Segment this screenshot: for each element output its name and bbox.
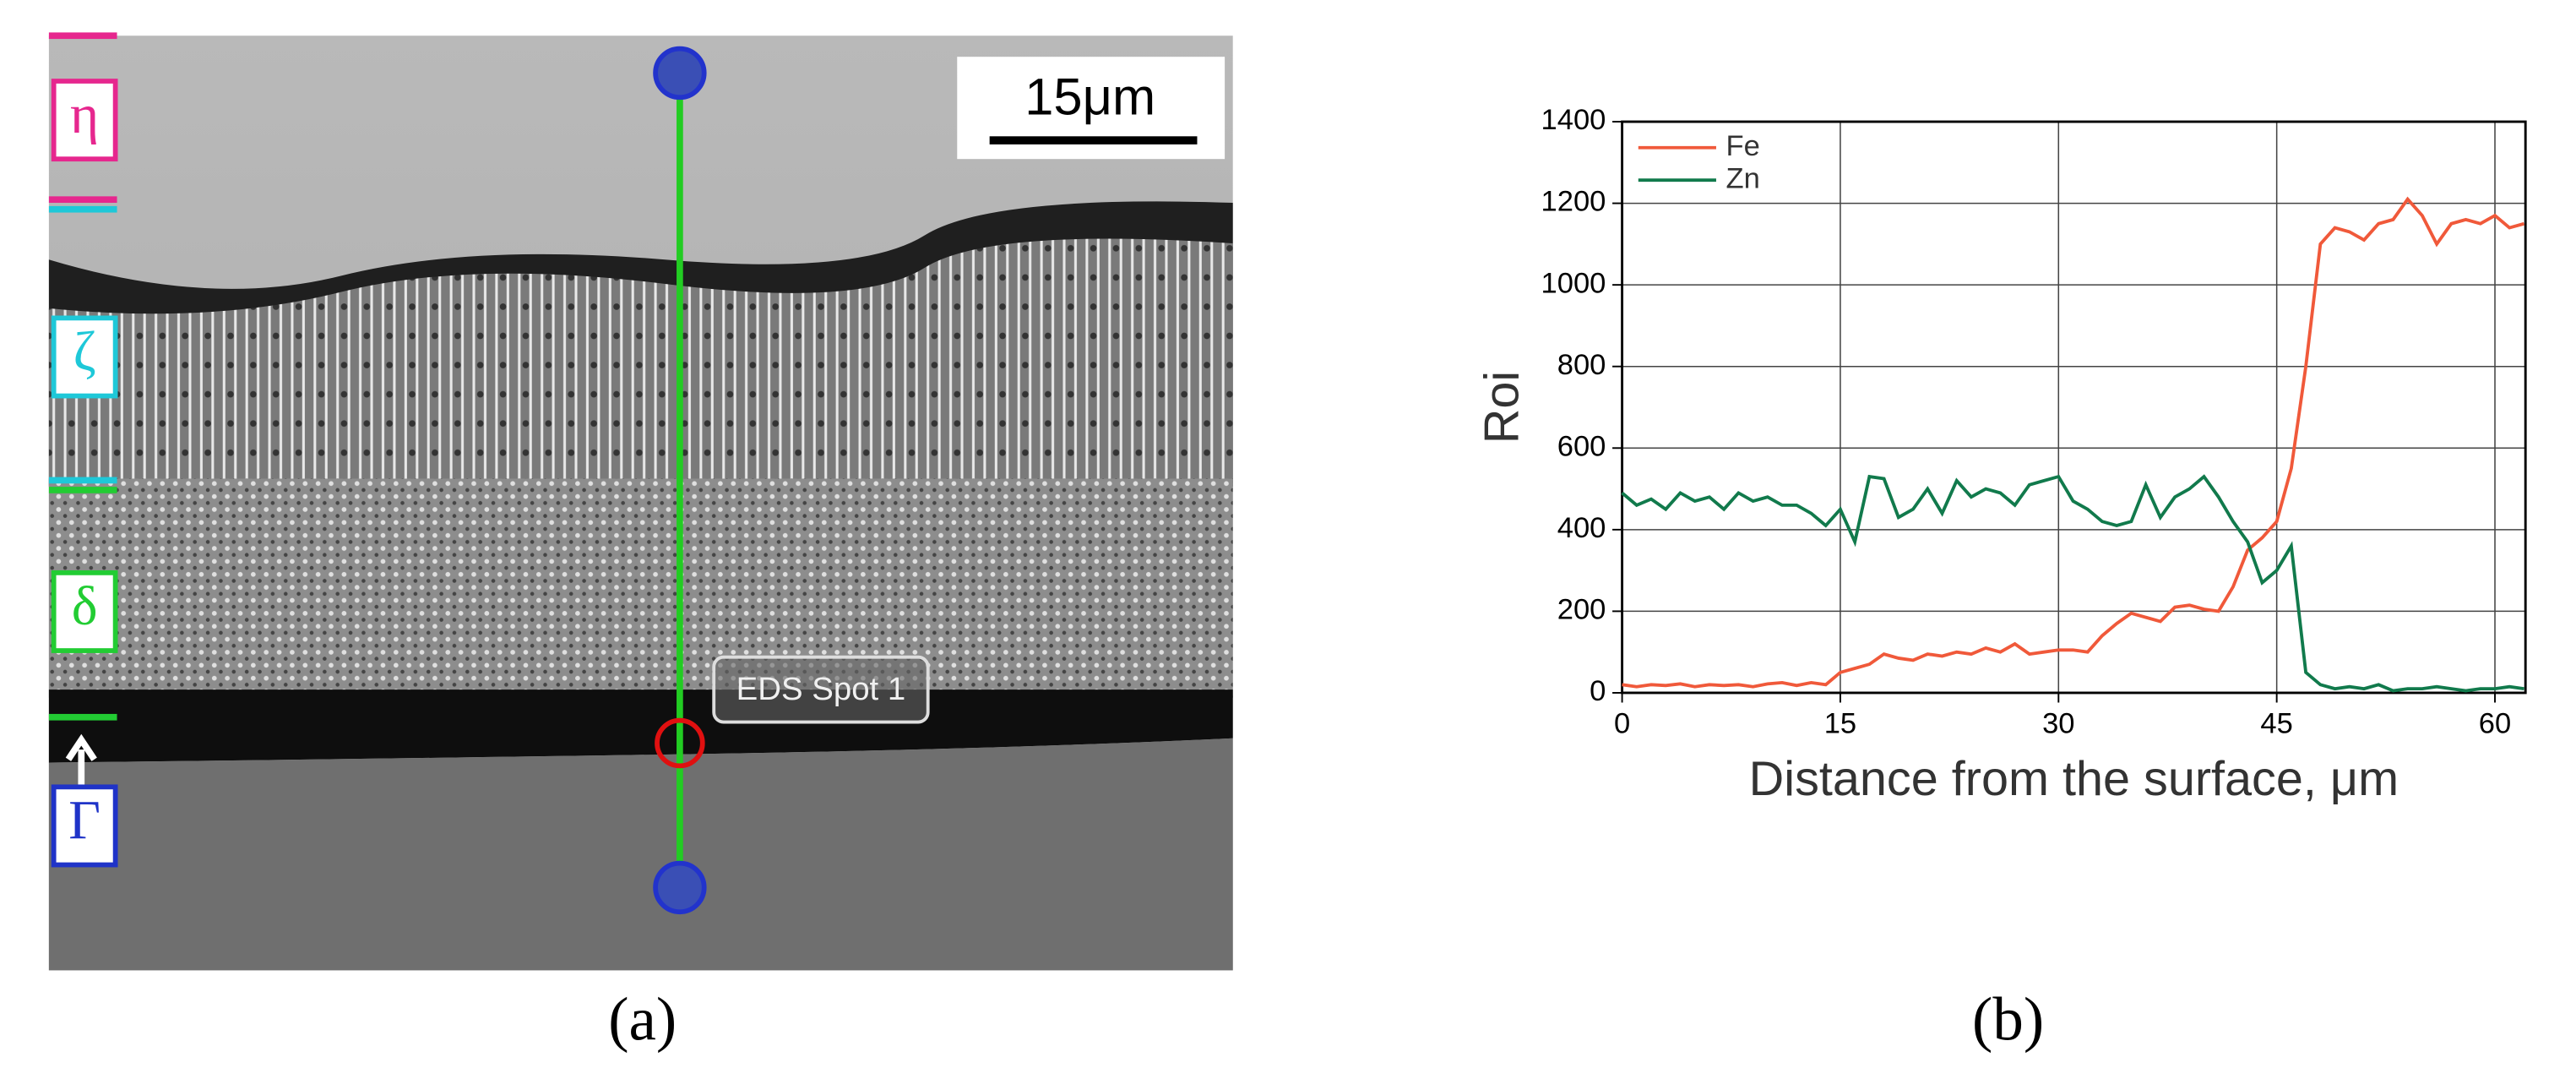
x-tick-label: 60	[2479, 707, 2511, 739]
series-line	[1621, 474, 2524, 693]
delta-layer	[48, 478, 1233, 698]
phase-label: Γ	[68, 790, 101, 851]
marker	[48, 487, 117, 493]
caption: (a)	[608, 984, 677, 1053]
phase-label: η	[70, 84, 99, 145]
micrograph: EDS Spot 1 15μm η ζ δ Γ	[48, 32, 1233, 971]
line-chart: 0 200 400 600 800 1000 1200 1400 0 15 30 45 60 Distan…	[1475, 104, 2527, 806]
y-tick-label: 200	[1557, 594, 1606, 626]
phase-markers: η ζ δ Γ	[48, 32, 118, 868]
marker	[48, 713, 117, 721]
eds-spot	[655, 717, 705, 769]
scale-bar	[989, 136, 1198, 144]
phase-box	[51, 784, 118, 868]
scan-end	[653, 860, 707, 915]
y-tick-label: 0	[1590, 675, 1606, 707]
series-line	[1622, 196, 2524, 689]
y-tick-label: 400	[1557, 512, 1606, 544]
plot-frame	[1621, 120, 2527, 695]
y-tick-label: 1200	[1541, 186, 1606, 218]
gamma-layer	[48, 689, 1233, 763]
marker	[48, 32, 117, 40]
x-tick-label: 15	[1824, 707, 1856, 739]
phase-box	[51, 79, 118, 162]
y-tick-label: 1000	[1541, 267, 1606, 299]
arrow	[65, 733, 97, 787]
phase-box	[51, 569, 118, 653]
x-tick-label: 0	[1614, 707, 1630, 739]
y-axis-label: Roi	[1475, 371, 1530, 444]
x-tick-label: 45	[2260, 707, 2292, 739]
phase-box	[51, 315, 118, 399]
plot-area	[1622, 122, 2526, 693]
phase-label: ζ	[73, 321, 96, 382]
spot-label: EDS Spot 1	[736, 671, 906, 707]
y-tick-label: 1400	[1541, 104, 1606, 136]
marker	[48, 205, 117, 213]
zeta-layer	[48, 238, 1233, 488]
scale-label: 15μm	[1024, 68, 1155, 126]
x-axis-label: Distance from the surface, μm	[1749, 752, 2399, 806]
y-tick-label: 800	[1557, 349, 1606, 381]
marker	[48, 196, 117, 204]
legend-label: Fe	[1725, 130, 1759, 162]
y-tick-label: 600	[1557, 430, 1606, 462]
spot-box	[712, 655, 930, 724]
caption: (b)	[1972, 984, 2044, 1053]
phase-label: δ	[72, 576, 98, 637]
x-tick-label: 30	[2042, 707, 2074, 739]
marker	[48, 477, 117, 484]
legend-label: Zn	[1725, 162, 1759, 194]
scan-start	[653, 46, 707, 101]
steel	[48, 738, 1233, 971]
